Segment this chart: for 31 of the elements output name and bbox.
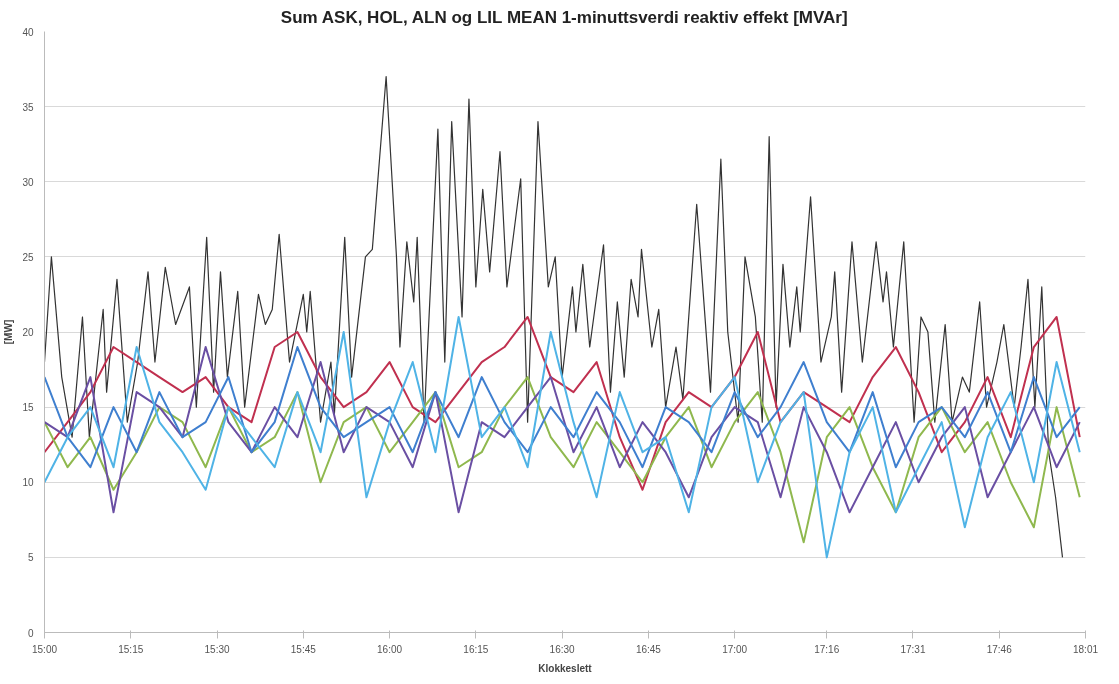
y-tick-label: 30 <box>22 176 34 188</box>
x-tick-label: 17:16 <box>814 643 840 655</box>
y-tick-label: 0 <box>27 627 34 639</box>
x-tick-label: 15:00 <box>31 643 58 655</box>
x-tick-label: 17:46 <box>986 643 1013 655</box>
y-tick-label: 15 <box>22 402 34 414</box>
x-axis-title: Klokkeslett <box>538 662 593 674</box>
x-tick-label: 16:15 <box>463 643 489 655</box>
x-tick-label: 18:01 <box>1072 643 1099 655</box>
line-series <box>44 315 1081 559</box>
x-tick-label: 17:31 <box>900 643 926 655</box>
line-series <box>44 346 1081 514</box>
x-tick-label: 17:00 <box>722 643 748 655</box>
x-tick-label: 16:00 <box>377 643 403 655</box>
y-tick-label: 5 <box>27 552 34 564</box>
line-series <box>44 75 1064 558</box>
y-tick-label: 10 <box>22 477 34 489</box>
y-tick-label: 40 <box>22 26 34 38</box>
y-tick-label: 20 <box>22 327 34 338</box>
line-series <box>44 376 1081 544</box>
x-tick-label: 15:15 <box>118 643 144 655</box>
chart-title: Sum ASK, HOL, ALN og LIL MEAN 1-minuttsverdi reaktiv effekt [MVAr] <box>280 7 848 27</box>
x-tick-label: 15:30 <box>204 643 230 655</box>
x-tick-label: 15:45 <box>290 643 317 655</box>
line-series <box>44 315 1081 491</box>
y-tick-label: 35 <box>22 101 34 113</box>
line-series <box>44 346 1081 469</box>
x-tick-label: 16:45 <box>635 643 662 655</box>
y-tick-label: 25 <box>22 251 34 263</box>
y-axis-title: [MW] <box>3 319 15 345</box>
x-tick-label: 16:30 <box>549 643 576 655</box>
